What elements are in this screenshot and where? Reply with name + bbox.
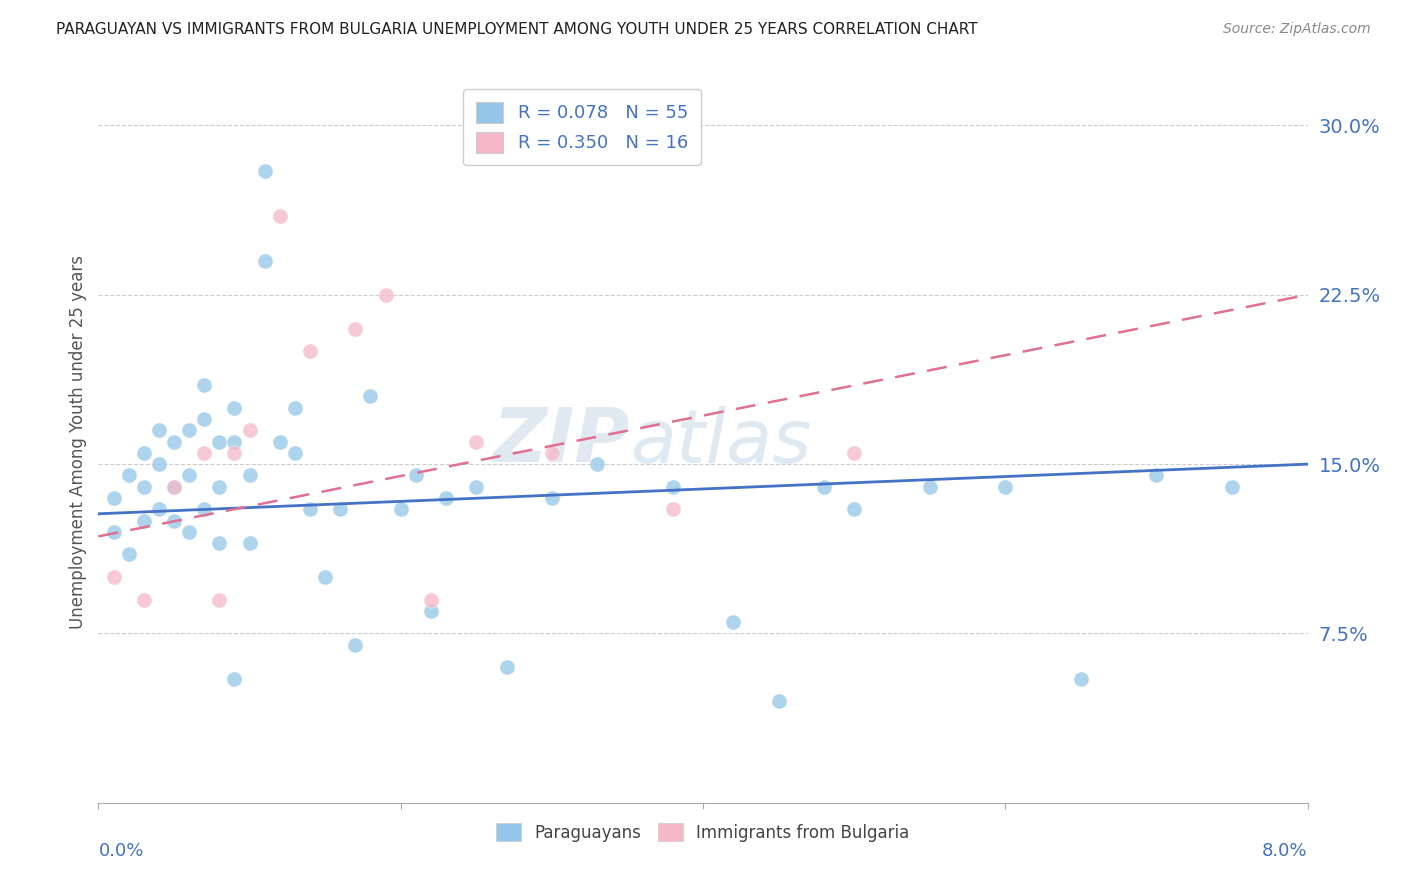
Point <box>163 514 186 528</box>
Point <box>299 344 322 359</box>
Point <box>374 287 396 301</box>
Point <box>813 480 835 494</box>
Point <box>118 468 141 483</box>
Point <box>1070 672 1092 686</box>
Point <box>269 434 291 449</box>
Point <box>103 524 125 539</box>
Point <box>768 694 790 708</box>
Point <box>208 434 231 449</box>
Point <box>465 480 488 494</box>
Point <box>1220 480 1243 494</box>
Text: 0.0%: 0.0% <box>98 842 143 860</box>
Point <box>163 480 186 494</box>
Point <box>360 389 382 403</box>
Point <box>179 524 201 539</box>
Point <box>994 480 1017 494</box>
Point <box>193 502 215 516</box>
Point <box>661 480 683 494</box>
Point <box>495 660 517 674</box>
Point <box>253 253 276 268</box>
Point <box>844 502 866 516</box>
Point <box>344 321 367 335</box>
Point <box>224 434 246 449</box>
Point <box>586 457 609 471</box>
Text: ZIP: ZIP <box>494 405 630 478</box>
Point <box>844 446 866 460</box>
Point <box>314 570 336 584</box>
Point <box>193 412 215 426</box>
Point <box>118 548 141 562</box>
Point <box>344 638 367 652</box>
Point <box>224 401 246 415</box>
Point <box>239 423 262 437</box>
Point <box>253 163 276 178</box>
Point <box>208 480 231 494</box>
Point <box>420 592 443 607</box>
Point <box>389 502 412 516</box>
Legend: Paraguayans, Immigrants from Bulgaria: Paraguayans, Immigrants from Bulgaria <box>489 817 917 848</box>
Point <box>434 491 457 505</box>
Point <box>208 536 231 550</box>
Point <box>269 209 291 223</box>
Point <box>1146 468 1168 483</box>
Text: Source: ZipAtlas.com: Source: ZipAtlas.com <box>1223 22 1371 37</box>
Point <box>405 468 427 483</box>
Point <box>132 480 155 494</box>
Point <box>193 446 215 460</box>
Point <box>163 480 186 494</box>
Point <box>284 401 307 415</box>
Point <box>163 434 186 449</box>
Point <box>179 468 201 483</box>
Point <box>148 457 170 471</box>
Point <box>239 536 262 550</box>
Y-axis label: Unemployment Among Youth under 25 years: Unemployment Among Youth under 25 years <box>69 254 87 629</box>
Point <box>208 592 231 607</box>
Point <box>299 502 322 516</box>
Point <box>918 480 941 494</box>
Point <box>179 423 201 437</box>
Point <box>148 502 170 516</box>
Point <box>540 446 562 460</box>
Point <box>661 502 683 516</box>
Text: atlas: atlas <box>630 406 811 477</box>
Point <box>148 423 170 437</box>
Point <box>465 434 488 449</box>
Text: PARAGUAYAN VS IMMIGRANTS FROM BULGARIA UNEMPLOYMENT AMONG YOUTH UNDER 25 YEARS C: PARAGUAYAN VS IMMIGRANTS FROM BULGARIA U… <box>56 22 977 37</box>
Point <box>239 468 262 483</box>
Point <box>224 446 246 460</box>
Text: 8.0%: 8.0% <box>1263 842 1308 860</box>
Point <box>329 502 352 516</box>
Point <box>193 378 215 392</box>
Point <box>540 491 562 505</box>
Point <box>224 672 246 686</box>
Point <box>284 446 307 460</box>
Point <box>132 514 155 528</box>
Point <box>723 615 745 630</box>
Point <box>132 592 155 607</box>
Point <box>103 570 125 584</box>
Point <box>420 604 443 618</box>
Point <box>103 491 125 505</box>
Point <box>132 446 155 460</box>
